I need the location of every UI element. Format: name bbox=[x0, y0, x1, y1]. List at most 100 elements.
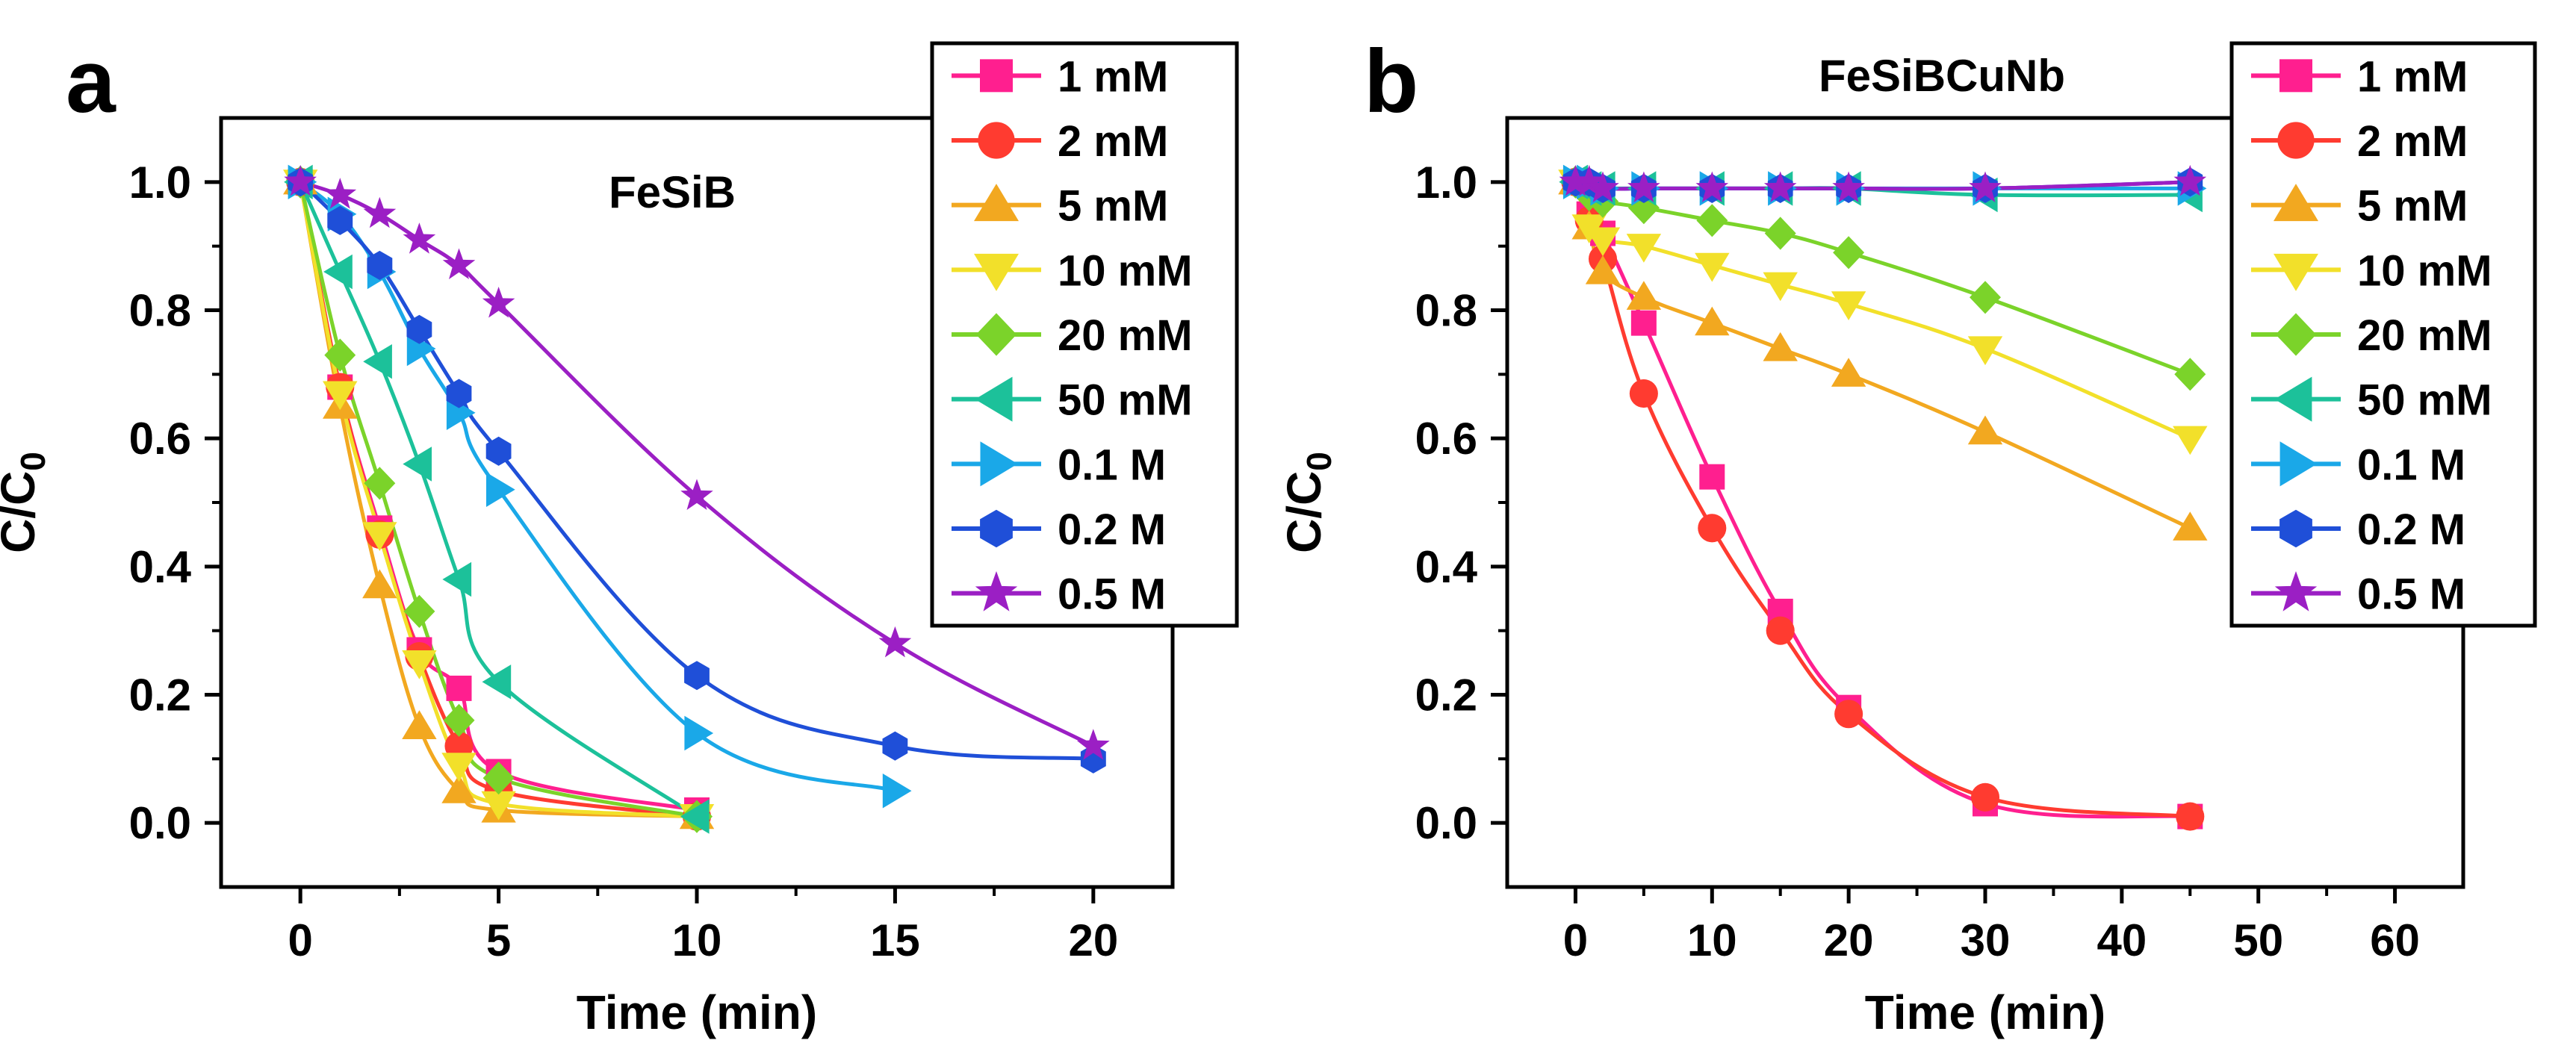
data-point-0-2-m bbox=[327, 205, 353, 235]
legend-entry-50-mm: 50 mM bbox=[952, 376, 1193, 425]
legend-entry-0-2-m: 0.2 M bbox=[2251, 505, 2465, 554]
legend-marker-20-mm bbox=[975, 313, 1017, 356]
series-line-5-mm bbox=[1574, 181, 2191, 530]
data-point-0-2-m bbox=[406, 314, 432, 344]
data-point-0-1-m bbox=[486, 472, 515, 507]
data-point-0-5-m bbox=[1586, 171, 1619, 202]
legend-marker-0-1-m bbox=[980, 441, 1018, 487]
data-point-0-2-m bbox=[367, 250, 393, 280]
plot-area bbox=[1574, 179, 2191, 819]
data-point-50-mm bbox=[363, 344, 392, 379]
legend-marker-5-mm bbox=[2274, 184, 2318, 222]
data-point-0-5-m bbox=[1627, 171, 1660, 202]
y-tick-label: 0.2 bbox=[1415, 670, 1477, 720]
data-point-50-mm bbox=[680, 799, 710, 834]
data-point-10-mm bbox=[323, 381, 358, 411]
legend-entry-0-1-m: 0.1 M bbox=[2251, 441, 2465, 489]
data-point-20-mm bbox=[1627, 191, 1660, 225]
series-markers-2-mm bbox=[1561, 167, 2205, 831]
data-point-10-mm bbox=[1626, 234, 1662, 263]
data-point-5-mm bbox=[1585, 255, 1621, 284]
series-markers-1-mm bbox=[1562, 169, 2203, 830]
y-tick-label: 0.0 bbox=[129, 798, 191, 848]
legend-entry-2-mm: 2 mM bbox=[952, 117, 1168, 166]
y-tick-label: 0.4 bbox=[129, 542, 192, 592]
legend-marker-1-mm bbox=[980, 59, 1013, 93]
x-tick-label: 30 bbox=[1961, 915, 2011, 965]
data-point-5-mm bbox=[362, 569, 397, 599]
data-point-5-mm bbox=[441, 774, 477, 803]
legend-marker-50-mm bbox=[2274, 376, 2312, 422]
data-point-5-mm bbox=[1967, 415, 2003, 445]
y-tick-label: 1.0 bbox=[1415, 158, 1477, 208]
legend-label: 20 mM bbox=[2357, 311, 2492, 360]
data-point-0-2-m bbox=[882, 731, 908, 761]
y-tick-label: 0.2 bbox=[129, 670, 191, 720]
data-point-0-2-m bbox=[684, 661, 710, 691]
data-point-2-mm bbox=[1698, 514, 1727, 543]
legend-entry-20-mm: 20 mM bbox=[952, 311, 1193, 360]
data-point-2-mm bbox=[2176, 802, 2205, 831]
y-tick-label: 0.8 bbox=[1415, 286, 1477, 336]
legend-label: 5 mM bbox=[2357, 182, 2468, 231]
legend-label: 50 mM bbox=[2357, 376, 2492, 425]
legend-label: 1 mM bbox=[1058, 52, 1168, 101]
data-point-20-mm bbox=[443, 703, 475, 737]
data-point-10-mm bbox=[1763, 272, 1798, 302]
data-point-20-mm bbox=[364, 467, 396, 500]
data-point-0-5-m bbox=[1969, 171, 2002, 202]
x-tick-label: 0 bbox=[288, 915, 312, 965]
data-point-10-mm bbox=[1967, 336, 2003, 366]
data-point-20-mm bbox=[403, 594, 435, 628]
legend-entry-20-mm: 20 mM bbox=[2251, 311, 2492, 360]
legend-marker-50-mm bbox=[975, 376, 1013, 422]
data-point-2-mm bbox=[1970, 782, 2000, 812]
legend-entry-2-mm: 2 mM bbox=[2251, 117, 2468, 166]
data-point-10-mm bbox=[2173, 426, 2208, 455]
legend-label: 0.2 M bbox=[1058, 505, 1166, 554]
legend-entry-1-mm: 1 mM bbox=[952, 52, 1168, 101]
x-tick-label: 0 bbox=[1563, 915, 1588, 965]
legend-marker-2-mm bbox=[2277, 122, 2315, 159]
y-tick-label: 0.6 bbox=[129, 414, 191, 464]
data-point-0-5-m bbox=[1763, 171, 1797, 202]
series-markers-20-mm bbox=[1559, 165, 2206, 391]
legend-marker-0-1-m bbox=[2279, 441, 2318, 487]
data-point-5-mm bbox=[1695, 306, 1730, 336]
y-axis-label: C/C0 bbox=[0, 452, 52, 553]
x-tick-label: 10 bbox=[1687, 915, 1737, 965]
data-point-0-5-m bbox=[482, 287, 515, 318]
data-point-0-5-m bbox=[878, 626, 912, 658]
panel-label: a bbox=[66, 31, 117, 131]
data-point-20-mm bbox=[1833, 236, 1865, 270]
legend-entry-0-5-m: 0.5 M bbox=[952, 570, 1166, 619]
legend: 1 mM 2 mM 5 mM 10 mM 20 mM 50 mM 0.1 M 0.2 M 0.5… bbox=[930, 41, 1239, 628]
series-markers-0-5-m bbox=[1559, 164, 2207, 202]
legend-entry-0-1-m: 0.1 M bbox=[952, 441, 1166, 489]
data-point-5-mm bbox=[1626, 281, 1662, 310]
legend-entry-0-2-m: 0.2 M bbox=[952, 505, 1166, 554]
legend-entry-5-mm: 5 mM bbox=[952, 182, 1168, 231]
series-line-10-mm bbox=[1574, 181, 2191, 441]
y-tick-label: 0.6 bbox=[1415, 414, 1477, 464]
data-point-0-5-m bbox=[2173, 164, 2207, 196]
data-point-10-mm bbox=[402, 650, 437, 679]
data-point-0-5-m bbox=[1559, 164, 1592, 196]
legend-label: 5 mM bbox=[1058, 182, 1168, 231]
legend-marker-10-mm bbox=[2274, 253, 2318, 291]
y-tick-label: 0.8 bbox=[129, 286, 191, 336]
data-point-5-mm bbox=[1831, 358, 1866, 387]
data-point-1-mm bbox=[1630, 310, 1657, 336]
legend-label: 0.1 M bbox=[2357, 441, 2465, 489]
data-point-0-5-m bbox=[1077, 729, 1110, 760]
data-point-10-mm bbox=[1585, 227, 1621, 257]
series-markers-0-5-m bbox=[284, 164, 1110, 760]
x-tick-label: 10 bbox=[672, 915, 722, 965]
legend-label: 0.1 M bbox=[1058, 441, 1166, 489]
x-tick-label: 20 bbox=[1824, 915, 1874, 965]
x-tick-label: 50 bbox=[2233, 915, 2283, 965]
legend-label: 2 mM bbox=[1058, 117, 1168, 166]
y-tick-label: 1.0 bbox=[129, 158, 191, 208]
data-point-50-mm bbox=[442, 561, 472, 597]
